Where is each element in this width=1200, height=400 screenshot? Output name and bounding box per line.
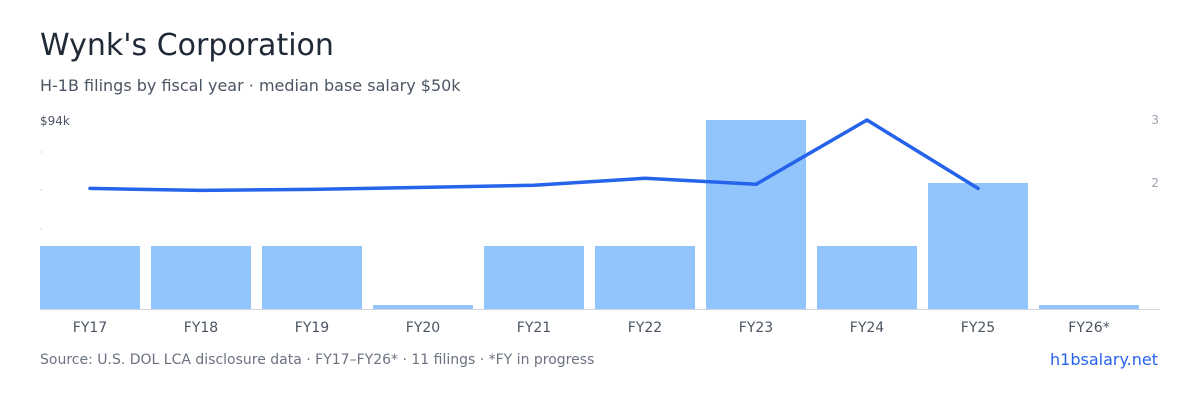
x-tick-label: FY17	[73, 320, 107, 336]
x-tick-label: FY23	[739, 320, 773, 336]
x-tick-label: FY18	[184, 320, 218, 336]
x-tick-label: FY19	[295, 320, 329, 336]
left-axis-tick-mark	[40, 189, 42, 191]
bar-fy18	[151, 246, 251, 309]
salary-line	[88, 118, 980, 193]
left-axis-tick-label: $94k	[40, 114, 70, 128]
chart-title: Wynk's Corporation	[40, 28, 334, 63]
footer-source: Source: U.S. DOL LCA disclosure data · F…	[40, 352, 595, 368]
x-tick-label: FY25	[961, 320, 995, 336]
left-axis-tick-mark	[40, 228, 42, 230]
footer-brand-link[interactable]: h1bsalary.net	[1050, 350, 1158, 369]
bar-fy20	[373, 305, 473, 309]
x-tick-label: FY24	[850, 320, 885, 336]
bar-fy23	[706, 120, 806, 309]
right-axis-tick-label: 2	[1151, 176, 1159, 190]
left-axis-tick-mark	[40, 151, 42, 153]
bar-fy22	[595, 246, 695, 309]
bar-fy21	[484, 246, 584, 309]
x-tick-label: FY20	[406, 320, 440, 336]
bar-fy25	[928, 183, 1028, 309]
axes: $94k 2 3 FY17 FY18 FY19 FY20 FY21 FY22 FY23 FY24 FY…	[40, 113, 1160, 336]
bar-series	[40, 120, 1139, 309]
bar-fy26-star	[1039, 305, 1139, 309]
right-axis-tick-label: 3	[1151, 113, 1159, 127]
bar-fy17	[40, 246, 140, 309]
x-tick-label: FY26*	[1068, 320, 1109, 336]
x-tick-label: FY22	[628, 320, 662, 336]
bar-fy19	[262, 246, 362, 309]
line-series	[88, 118, 980, 193]
bar-fy24	[817, 246, 917, 309]
x-tick-label: FY21	[517, 320, 551, 336]
chart-subtitle: H-1B filings by fiscal year · median bas…	[40, 76, 461, 95]
